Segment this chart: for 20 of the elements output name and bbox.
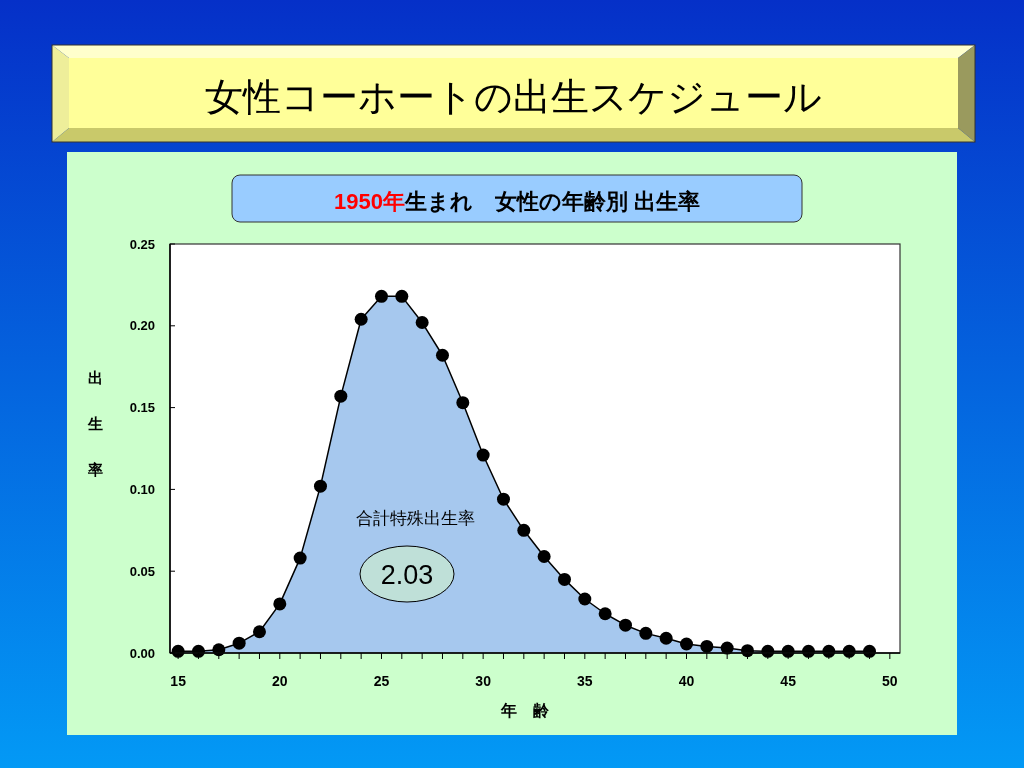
x-tick-label: 20 [272,673,288,689]
chart-title: 女性コーホートの出生スケジュール [204,76,822,118]
y-tick-label: 0.10 [129,481,155,497]
x-tick-label: 45 [780,673,797,689]
annotation: 合計特殊出生率 [355,509,475,528]
text: 出生率 [87,369,103,478]
y-tick-label: 0.25 [129,236,155,252]
y-tick-label: 0.15 [129,400,155,416]
x-axis-title: 年 齢 [500,702,550,719]
y-tick-label: 0.20 [129,318,155,334]
x-tick-label: 25 [373,673,390,689]
x-tick-label: 15 [170,673,187,689]
chart-subtitle: 1950年生まれ 女性の年齢別 出生率 [333,189,701,214]
y-tick-label: 0.05 [129,563,155,579]
x-tick-label: 40 [678,673,695,689]
y-tick-label: 0.00 [129,645,155,661]
annotation: 2.03 [380,560,434,590]
x-tick-label: 50 [882,673,898,689]
x-tick-label: 30 [475,673,492,689]
x-tick-label: 35 [577,673,593,689]
